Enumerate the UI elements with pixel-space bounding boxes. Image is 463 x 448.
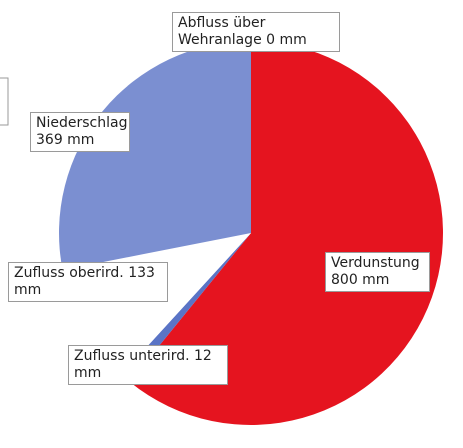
data-label: Niederschlag 369 mm <box>30 112 130 152</box>
cropped-box <box>0 77 9 126</box>
value-label: 0 mm <box>266 32 307 48</box>
pie-slice <box>58 41 251 270</box>
category-label: Abfluss über Wehranlage <box>178 15 266 48</box>
data-label: Zufluss unterird. 12 mm <box>68 345 228 385</box>
data-label: Verdunstung 800 mm <box>325 252 430 292</box>
value-label: 369 mm <box>36 132 95 148</box>
pie-slice <box>121 233 252 382</box>
data-label: Abfluss über Wehranlage 0 mm <box>172 12 340 52</box>
category-label: Niederschlag <box>36 115 128 131</box>
value-label: 133 mm <box>14 265 155 298</box>
value-label: 12 mm <box>74 348 212 381</box>
data-label: Zufluss oberird. 133 mm <box>8 262 168 302</box>
category-label: Zufluss unterird. <box>74 348 190 364</box>
category-label: Zufluss oberird. <box>14 265 124 281</box>
value-label: 800 mm <box>331 272 390 288</box>
pie-slice <box>129 41 443 425</box>
category-label: Verdunstung <box>331 255 420 271</box>
